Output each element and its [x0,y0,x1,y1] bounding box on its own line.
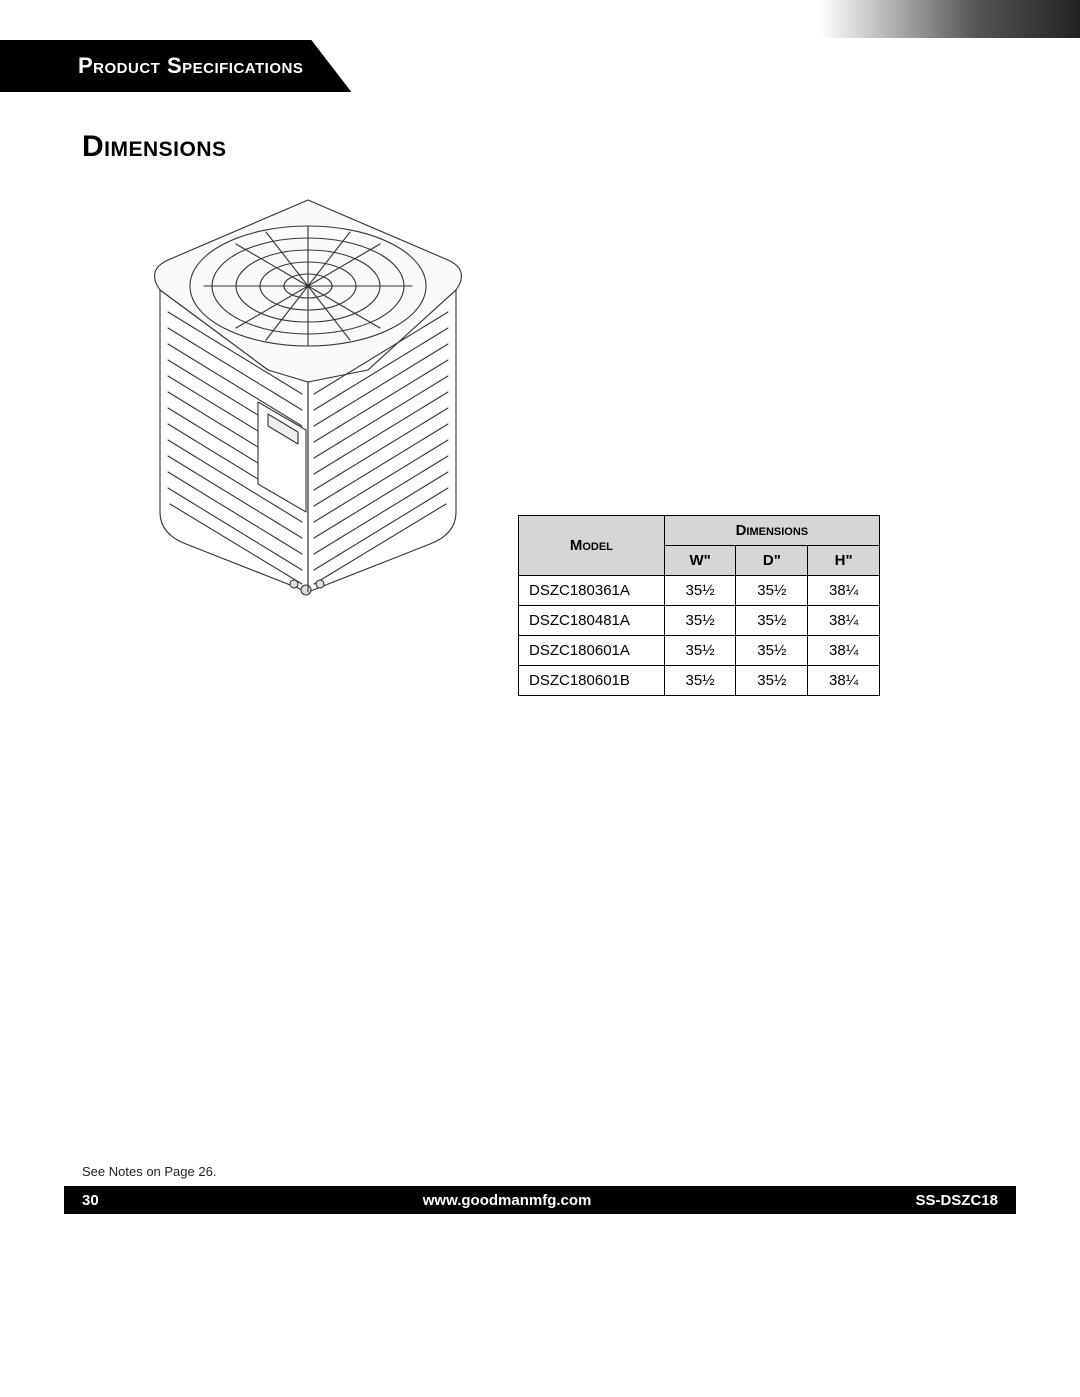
page-number: 30 [82,1192,99,1209]
table-row: DSZC180361A 35½ 35½ 38¼ [519,576,880,606]
table-row: DSZC180481A 35½ 35½ 38¼ [519,606,880,636]
cell-h: 38¼ [808,666,880,696]
th-model: Model [519,516,665,576]
th-w: W" [664,546,736,576]
dimensions-table: Model Dimensions W" D" H" DSZC180361A 35… [518,515,880,696]
footnote: See Notes on Page 26. [82,1164,216,1179]
cell-w: 35½ [664,666,736,696]
cell-h: 38¼ [808,636,880,666]
cell-model: DSZC180601A [519,636,665,666]
cell-w: 35½ [664,636,736,666]
doc-id: SS-DSZC18 [915,1192,998,1209]
footer-url: www.goodmanmfg.com [99,1192,916,1209]
top-gradient-decor [820,0,1080,38]
th-d: D" [736,546,808,576]
th-h: H" [808,546,880,576]
header-tab: Product Specifications [0,40,351,92]
cell-model: DSZC180601B [519,666,665,696]
footer-bar: 30 www.goodmanmfg.com SS-DSZC18 [64,1186,1016,1214]
cell-h: 38¼ [808,576,880,606]
cell-d: 35½ [736,666,808,696]
section-title: Dimensions [82,130,227,164]
cell-d: 35½ [736,636,808,666]
table-row: DSZC180601B 35½ 35½ 38¼ [519,666,880,696]
cell-w: 35½ [664,606,736,636]
th-dimensions: Dimensions [664,516,879,546]
cell-model: DSZC180481A [519,606,665,636]
table-row: DSZC180601A 35½ 35½ 38¼ [519,636,880,666]
header-tab-label: Product Specifications [78,53,303,79]
product-illustration [108,182,508,602]
cell-d: 35½ [736,576,808,606]
cell-w: 35½ [664,576,736,606]
cell-h: 38¼ [808,606,880,636]
cell-d: 35½ [736,606,808,636]
cell-model: DSZC180361A [519,576,665,606]
